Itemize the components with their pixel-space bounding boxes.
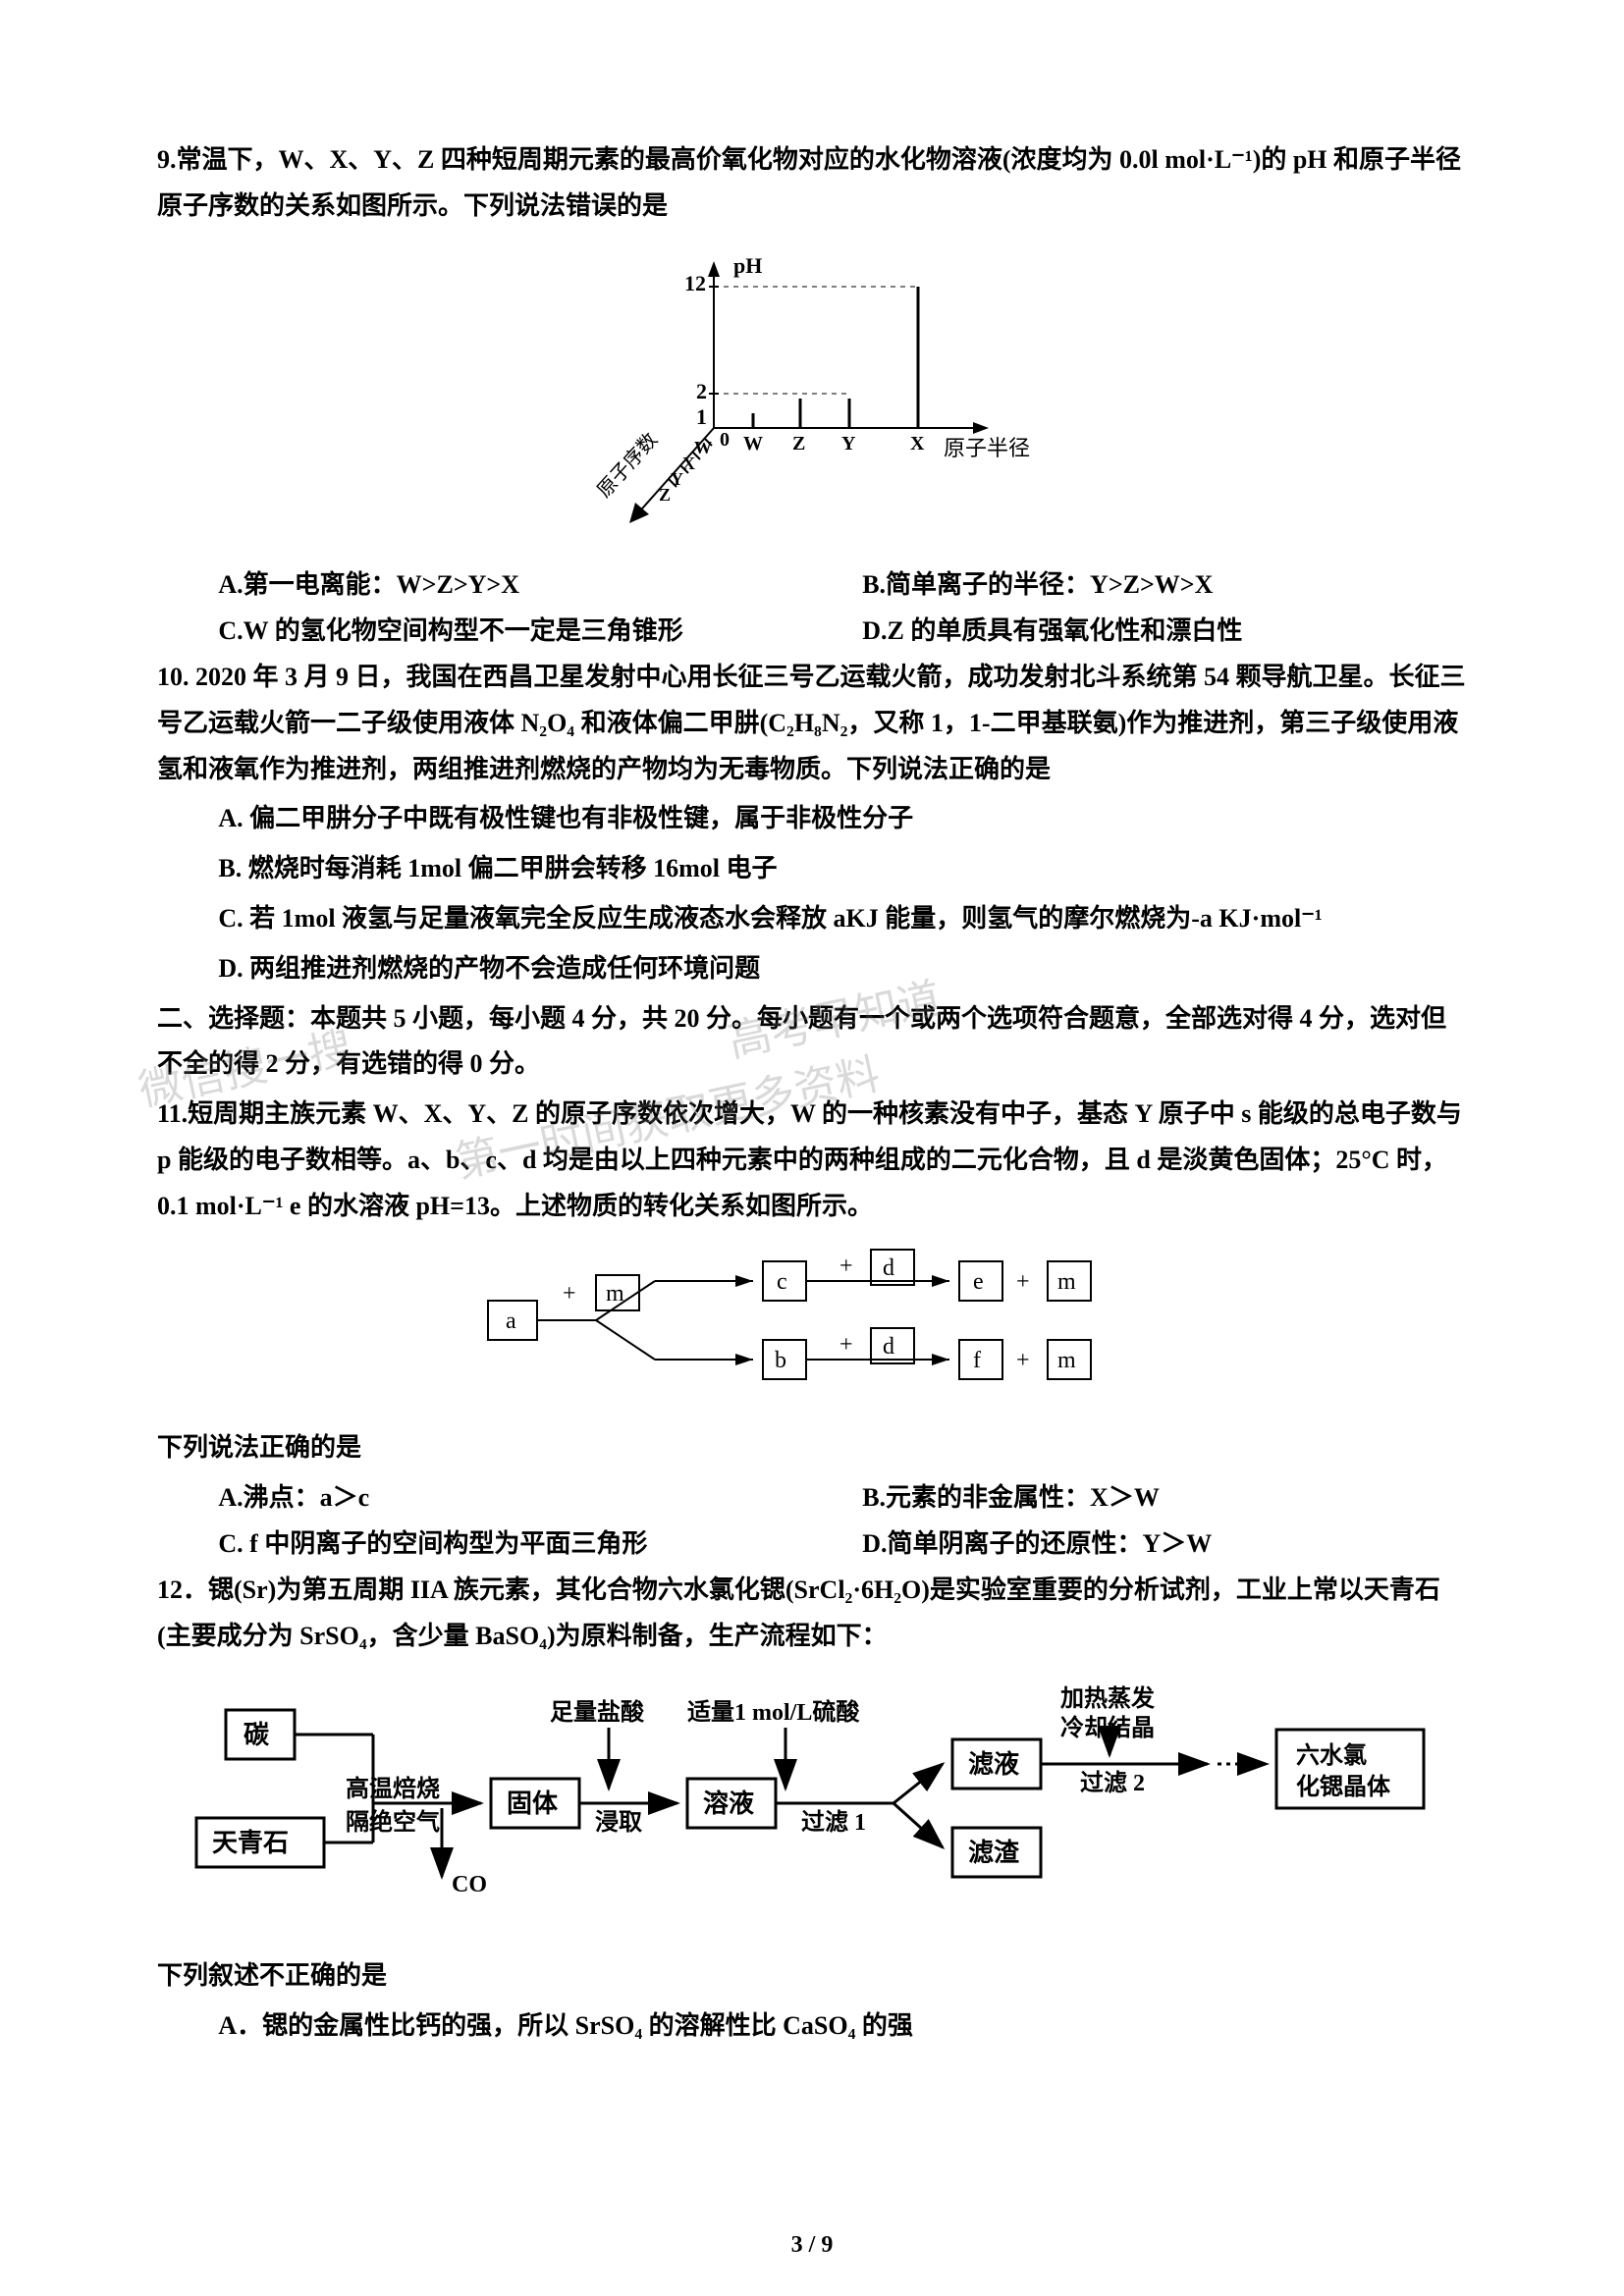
plus-cd1: + (839, 1254, 853, 1279)
x-axis-label: 原子半径 (944, 436, 1030, 460)
q9-opt-d: D.Z 的单质具有强氧化性和漂白性 (862, 609, 1467, 655)
label-leach: 浸取 (595, 1809, 642, 1836)
diag-Y: Y (671, 469, 683, 489)
label-roast: 高温焙烧 (346, 1775, 440, 1802)
label-isolate: 隔绝空气 (346, 1808, 440, 1836)
plus-em: + (1016, 1269, 1030, 1295)
section2-header: 二、选择题：本题共 5 小题，每小题 4 分，共 20 分。每小题有一个或两个选… (157, 996, 1467, 1089)
q12-opt-a: A．锶的金属性比钙的强，所以 SrSO₄ 的溶解性比 CaSO₄ 的强 (157, 2003, 1467, 2050)
q11-opt-b: B.元素的非金属性：X＞W (862, 1475, 1467, 1522)
ytick-1: 1 (696, 404, 707, 429)
box-residue: 滤渣 (968, 1839, 1020, 1867)
q11-opt-a: A.沸点：a＞c (218, 1475, 823, 1522)
ytick-12: 12 (684, 271, 706, 295)
q12-diagram: 碳 天青石 高温焙烧 隔绝空气 CO 固体 足量盐酸 浸取 溶液 适量1 mol… (157, 1671, 1467, 1942)
q9-opt-c: C.W 的氢化物空间构型不一定是三角锥形 (218, 609, 823, 655)
q11-opt-d: D.简单阴离子的还原性：Y＞W (862, 1522, 1467, 1568)
xlabel-X: X (910, 433, 925, 454)
q9-opt-a: A.第一电离能：W>Z>Y>X (218, 562, 823, 609)
ytick-2: 2 (696, 379, 707, 403)
q9-opt-b: B.简单离子的半径：Y>Z>W>X (862, 562, 1467, 609)
q10-opt-d: D. 两组推进剂燃烧的产物不会造成任何环境问题 (157, 946, 1467, 992)
box-c: c (777, 1269, 787, 1295)
page-number: 3 / 9 (0, 2224, 1624, 2267)
svg-text:六水氯: 六水氯 (1296, 1741, 1367, 1769)
box-m2: m (1057, 1269, 1076, 1295)
q12-below: 下列叙述不正确的是 (157, 1953, 1467, 2000)
box-d1: d (883, 1255, 894, 1281)
xlabel-W: W (743, 433, 763, 454)
q11-below: 下列说法正确的是 (157, 1425, 1467, 1471)
box-b: b (775, 1348, 786, 1373)
q9-stem: 9.常温下，W、X、Y、Z 四种短周期元素的最高价氧化物对应的水化物溶液(浓度均… (157, 137, 1467, 230)
box-m3: m (1057, 1348, 1076, 1373)
q10-stem: 10. 2020 年 3 月 9 日，我国在西昌卫星发射中心用长征三号乙运载火箭… (157, 655, 1467, 792)
label-filter1: 过滤 1 (801, 1809, 866, 1836)
label-heat: 加热蒸发 (1060, 1684, 1155, 1712)
label-h2so4: 适量1 mol/L硫酸 (687, 1698, 860, 1726)
label-cool: 冷却结晶 (1060, 1714, 1155, 1741)
box-carbon: 碳 (244, 1721, 270, 1749)
box-solid: 固体 (507, 1789, 559, 1818)
plus-bd2: + (839, 1332, 853, 1358)
xlabel-Y: Y (841, 433, 856, 454)
xlabel-0: 0 (720, 429, 730, 451)
box-e: e (973, 1269, 984, 1295)
box-f: f (973, 1348, 981, 1373)
label-filter2: 过滤 2 (1080, 1770, 1145, 1796)
box-solution: 溶液 (703, 1789, 754, 1818)
box-filtrate: 滤液 (968, 1750, 1019, 1779)
plus-fm: + (1016, 1348, 1030, 1373)
label-hcl: 足量盐酸 (550, 1699, 645, 1726)
q10-opt-a: A. 偏二甲肼分子中既有极性键也有非极性键，属于非极性分子 (157, 796, 1467, 842)
q10-opt-c: C. 若 1mol 液氢与足量液氧完全反应生成液态水会释放 aKJ 能量，则氢气… (157, 896, 1467, 942)
diag-Z: Z (659, 485, 671, 505)
plus-am: + (563, 1281, 576, 1307)
box-a: a (506, 1308, 516, 1334)
diag-axis-label: 原子序数 (593, 428, 663, 502)
q11-opt-c: C. f 中阴离子的空间构型为平面三角形 (218, 1522, 823, 1568)
q10-opt-b: B. 燃烧时每消耗 1mol 偏二甲肼会转移 16mol 电子 (157, 846, 1467, 892)
xlabel-Z: Z (792, 433, 805, 454)
q12-stem: 12．锶(Sr)为第五周期 IIA 族元素，其化合物六水氯化锶(SrCl₂·6H… (157, 1568, 1467, 1660)
q9-chart: pH 原子半径 原子序数 12 2 1 0 W Z Y X W X Y Z (157, 241, 1467, 552)
label-co: CO (452, 1872, 487, 1897)
q11-diagram: a + m c b + d + d e f + m (157, 1242, 1467, 1415)
svg-text:化锶晶体: 化锶晶体 (1296, 1773, 1391, 1800)
box-d2: d (883, 1334, 894, 1360)
box-celestine: 天青石 (212, 1829, 289, 1857)
q11-stem: 11.短周期主族元素 W、X、Y、Z 的原子序数依次增大，W 的一种核素没有中子… (157, 1092, 1467, 1229)
ph-axis-label: pH (733, 253, 762, 278)
diag-W: W (694, 438, 712, 457)
